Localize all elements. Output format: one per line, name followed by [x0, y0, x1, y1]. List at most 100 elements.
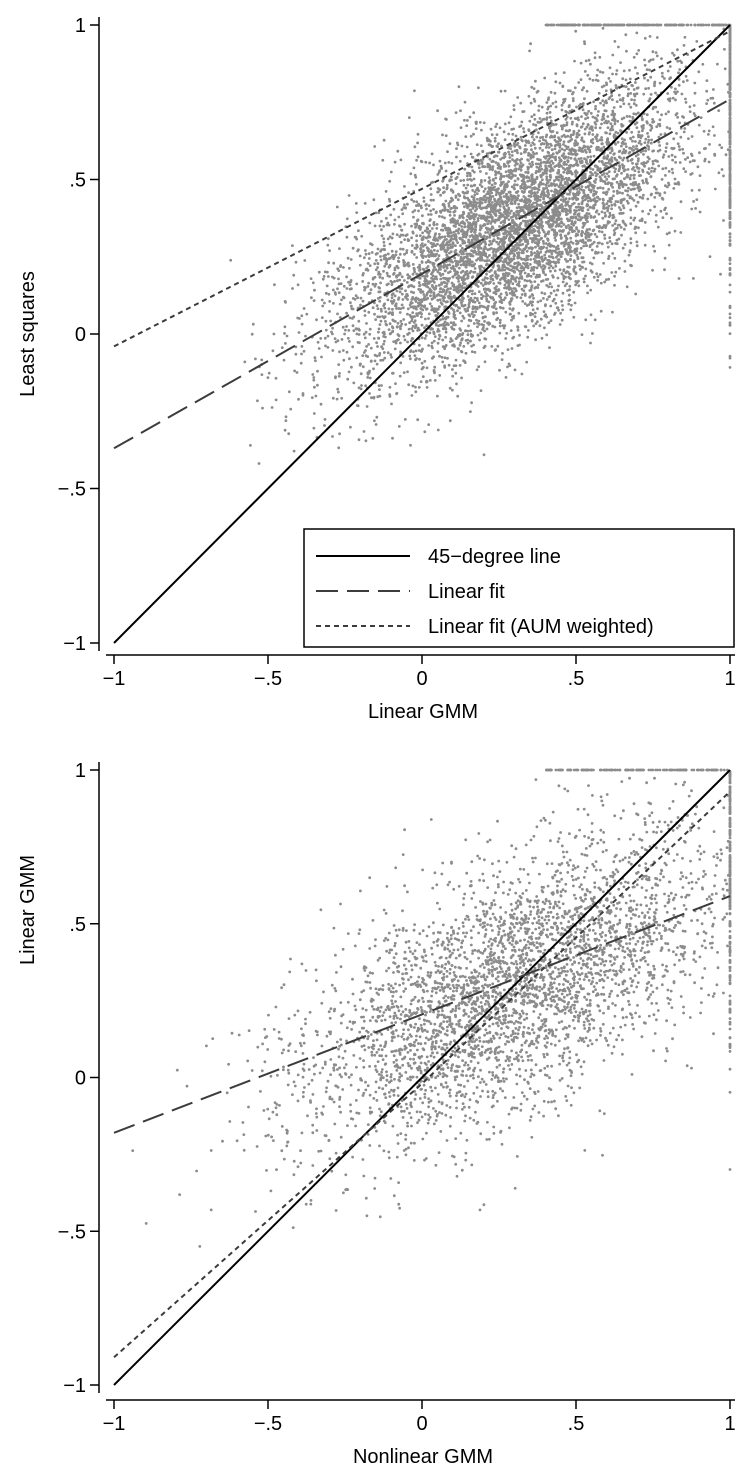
scatter-point	[671, 171, 675, 175]
scatter-point	[499, 195, 502, 198]
scatter-point	[592, 100, 595, 104]
scatter-point	[611, 310, 614, 314]
scatter-point	[602, 172, 606, 175]
scatter-point	[572, 131, 576, 135]
scatter-point	[562, 140, 566, 144]
scatter-point	[581, 146, 585, 150]
scatter-point	[689, 23, 693, 27]
scatter-point	[388, 385, 392, 389]
scatter-point	[717, 171, 721, 175]
scatter-point	[677, 83, 681, 87]
scatter-point	[503, 89, 507, 93]
scatter-point	[443, 224, 447, 227]
scatter-point	[507, 227, 511, 230]
scatter-point	[447, 204, 451, 208]
scatter-point	[531, 308, 535, 312]
scatter-point	[394, 382, 397, 385]
scatter-point	[630, 98, 633, 101]
scatter-point	[641, 129, 644, 133]
scatter-point	[407, 191, 410, 195]
scatter-point	[679, 200, 683, 204]
scatter-point	[524, 150, 527, 154]
scatter-point	[672, 137, 676, 141]
scatter-point	[472, 313, 476, 317]
scatter-point	[366, 376, 370, 379]
scatter-point	[522, 247, 526, 251]
scatter-point	[560, 242, 563, 245]
scatter-point	[462, 183, 466, 187]
scatter-point	[597, 212, 601, 216]
scatter-point	[398, 272, 402, 276]
scatter-point	[514, 280, 518, 283]
scatter-point	[608, 96, 612, 99]
scatter-point	[635, 31, 639, 35]
scatter-point	[443, 281, 447, 285]
scatter-point	[587, 109, 591, 113]
scatter-point	[425, 330, 429, 334]
scatter-point	[408, 303, 412, 307]
scatter-point	[494, 218, 497, 222]
scatter-point	[283, 325, 287, 329]
scatter-point	[284, 415, 288, 419]
scatter-point	[630, 264, 633, 268]
scatter-point	[313, 356, 317, 360]
scatter-point	[449, 287, 452, 290]
scatter-point	[631, 135, 635, 139]
scatter-point	[478, 214, 481, 218]
scatter-point	[443, 249, 447, 253]
scatter-point	[470, 165, 474, 169]
scatter-point	[345, 287, 349, 290]
scatter-point	[674, 98, 677, 102]
scatter-point	[443, 216, 446, 220]
scatter-point	[625, 115, 629, 118]
scatter-point	[460, 144, 464, 148]
scatter-point	[532, 123, 535, 126]
scatter-point	[498, 281, 502, 285]
scatter-point	[373, 312, 376, 316]
scatter-point	[649, 141, 653, 145]
scatter-point	[541, 215, 544, 219]
scatter-point	[581, 108, 585, 112]
scatter-point	[672, 187, 676, 190]
scatter-point	[335, 397, 339, 401]
scatter-point	[470, 292, 474, 296]
scatter-point	[475, 368, 479, 372]
scatter-point	[438, 232, 441, 236]
scatter-point	[256, 399, 259, 403]
scatter-point	[582, 280, 586, 284]
scatter-point	[535, 128, 538, 132]
scatter-point	[608, 240, 612, 243]
scatter-point	[368, 332, 372, 336]
scatter-point	[534, 322, 538, 325]
scatter-point	[327, 261, 330, 265]
scatter-point	[697, 123, 701, 127]
scatter-point	[341, 325, 345, 329]
scatter-point	[671, 51, 674, 55]
scatter-point	[478, 199, 482, 203]
scatter-point	[456, 198, 460, 202]
scatter-point	[508, 291, 512, 295]
scatter-point	[429, 213, 433, 216]
scatter-point	[728, 211, 732, 215]
scatter-point	[655, 36, 659, 39]
scatter-point	[295, 371, 299, 374]
scatter-point	[468, 115, 472, 119]
scatter-point	[412, 215, 415, 219]
scatter-point	[448, 142, 452, 146]
scatter-point	[432, 238, 435, 242]
scatter-point	[337, 374, 341, 378]
scatter-point	[369, 346, 373, 350]
scatter-point	[351, 345, 355, 349]
scatter-point	[615, 69, 619, 72]
scatter-point	[575, 187, 579, 191]
scatter-point	[698, 210, 702, 214]
scatter-point	[589, 288, 593, 292]
scatter-point	[397, 296, 401, 300]
scatter-point	[373, 224, 377, 228]
scatter-point	[583, 148, 587, 152]
scatter-point	[536, 244, 540, 248]
scatter-point	[506, 348, 510, 351]
scatter-point	[510, 318, 513, 322]
scatter-point	[574, 205, 578, 209]
scatter-point	[517, 277, 521, 280]
